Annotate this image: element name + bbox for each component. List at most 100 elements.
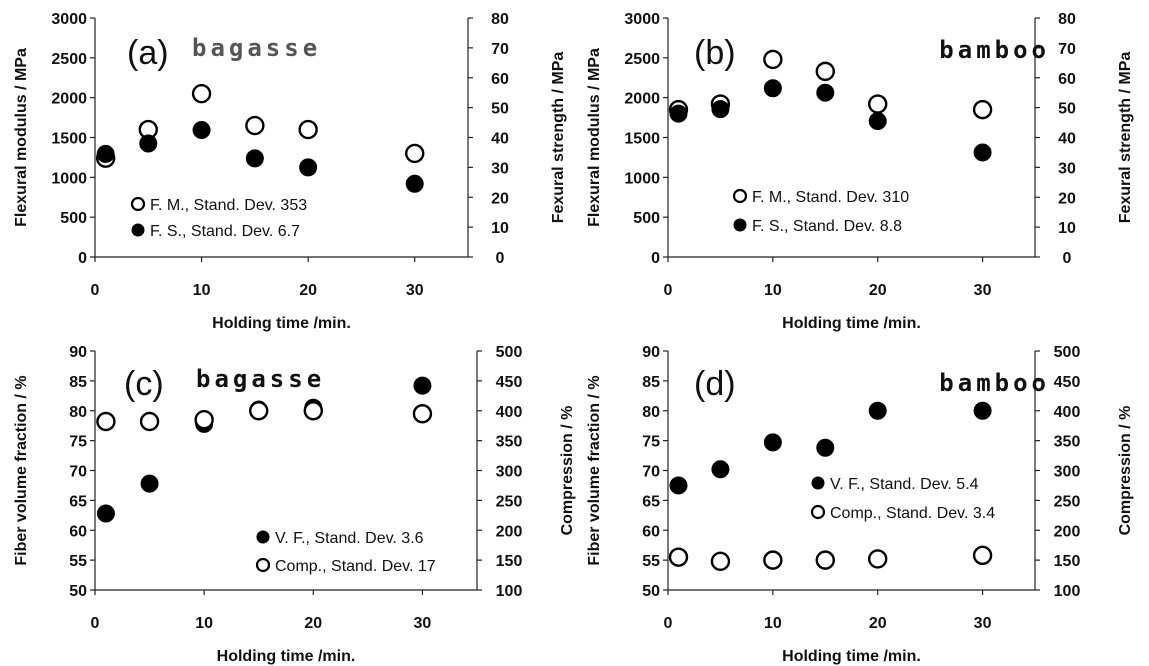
x-axis-label: Holding time /min. — [212, 315, 351, 332]
chart-panel-4: 0 10 20 30 50 55 60 65 70 75 80 85 90 100 150 200 250 300… — [586, 344, 1134, 665]
legend-marker-filled — [811, 476, 825, 490]
y-axis-label-right: Fexural strength / MPa — [1117, 52, 1134, 224]
material-label: bagasse — [192, 34, 321, 62]
data-point-open — [815, 550, 835, 570]
x-axis-label: Holding time /min. — [782, 315, 921, 332]
x-axis-label: Holding time /min. — [217, 648, 356, 665]
y-tick-label-right: 10 — [1058, 220, 1076, 237]
data-point-open — [139, 411, 160, 432]
x-tick-label: 0 — [91, 615, 100, 632]
data-point-open — [191, 83, 212, 104]
x-tick-label: 30 — [406, 282, 424, 299]
legend-marker-open — [810, 504, 826, 520]
y-tick-label-right: 200 — [496, 523, 523, 540]
y-tick-label-left: 75 — [642, 434, 660, 451]
y-tick-label-right: 300 — [496, 464, 523, 481]
legend-marker-open — [130, 196, 146, 212]
chart-panel-1: 0 10 20 30 0 500 1000 1500 2000 2500 3000 0 10 20 30 40… — [13, 11, 567, 332]
data-point-filled — [669, 104, 688, 123]
y-tick-label-right: 500 — [1054, 344, 1081, 361]
data-point-open — [668, 547, 689, 567]
y-tick-label-right: 60 — [1058, 71, 1076, 88]
y-tick-label-right: 450 — [496, 374, 523, 391]
y-tick-label-left: 60 — [642, 523, 660, 540]
data-point-open — [972, 545, 993, 566]
material-label: bamboo — [939, 36, 1050, 64]
y-tick-label-left: 2000 — [51, 91, 87, 108]
data-point-filled — [140, 474, 159, 493]
legend-marker-filled — [733, 218, 747, 232]
x-tick-label: 30 — [414, 615, 432, 632]
y-tick-label-right: 350 — [496, 434, 523, 451]
data-point-filled — [405, 174, 424, 193]
data-point-open — [249, 401, 269, 421]
y-tick-label-right: 10 — [491, 220, 509, 237]
data-point-open — [868, 549, 888, 569]
data-point-open — [245, 115, 265, 136]
data-point-open — [763, 550, 783, 570]
data-point-open — [815, 61, 835, 82]
data-point-filled — [96, 144, 115, 163]
data-point-open — [405, 143, 425, 164]
y-tick-label-right: 500 — [496, 344, 523, 361]
x-tick-label: 20 — [304, 615, 322, 632]
y-tick-label-left: 0 — [651, 250, 660, 267]
y-tick-label-left: 50 — [69, 583, 87, 600]
y-tick-label-right: 150 — [1054, 553, 1081, 570]
x-tick-label: 20 — [869, 615, 887, 632]
y-tick-label-left: 65 — [69, 493, 87, 510]
data-point-filled — [96, 504, 115, 523]
data-point-open — [972, 99, 993, 120]
y-axis-label-left: Fiber volume fraction / % — [13, 375, 30, 565]
chart-panel-2: 0 10 20 30 0 500 1000 1500 2000 2500 3000 0 10 20 30 40… — [586, 11, 1134, 332]
data-point-open — [303, 401, 323, 421]
y-tick-label-left: 90 — [69, 344, 87, 361]
y-tick-label-left: 60 — [69, 523, 87, 540]
y-axis-label-left: Fiber volume fraction / % — [586, 375, 603, 565]
y-tick-label-left: 50 — [642, 583, 660, 600]
y-tick-label-left: 85 — [69, 374, 87, 391]
data-point-open — [868, 94, 888, 114]
data-point-filled — [413, 376, 432, 395]
legend-entry: F. M., Stand. Dev. 353 — [150, 197, 307, 214]
y-tick-label-right: 70 — [1058, 41, 1076, 58]
y-tick-label-left: 1000 — [51, 170, 87, 187]
y-tick-label-left: 3000 — [624, 11, 660, 28]
y-tick-label-left: 1000 — [624, 170, 660, 187]
y-tick-label-left: 1500 — [624, 131, 660, 148]
y-tick-label-left: 55 — [69, 553, 87, 570]
y-tick-label-right: 50 — [491, 101, 509, 118]
panel-label: (d) — [694, 365, 736, 403]
x-tick-label: 10 — [764, 615, 782, 632]
data-point-filled — [973, 143, 992, 162]
data-point-filled — [763, 79, 782, 98]
y-tick-label-left: 75 — [69, 434, 87, 451]
y-axis-label-left: Flexural modulus / MPa — [586, 48, 603, 227]
y-tick-label-right: 400 — [1054, 404, 1081, 421]
data-point-open — [763, 49, 783, 70]
x-tick-label: 0 — [91, 282, 100, 299]
x-tick-label: 10 — [764, 282, 782, 299]
data-point-filled — [816, 83, 835, 102]
y-tick-label-right: 100 — [1054, 583, 1081, 600]
y-tick-label-left: 55 — [642, 553, 660, 570]
y-tick-label-right: 100 — [496, 583, 523, 600]
panel-label: (b) — [694, 34, 736, 72]
legend-entry: Comp., Stand. Dev. 17 — [275, 558, 436, 575]
y-tick-label-right: 0 — [1063, 250, 1072, 267]
y-tick-label-left: 0 — [78, 250, 87, 267]
x-tick-label: 0 — [664, 615, 673, 632]
x-tick-label: 10 — [195, 615, 213, 632]
legend-entry: V. F., Stand. Dev. 3.6 — [275, 530, 424, 547]
y-tick-label-right: 20 — [491, 190, 509, 207]
data-point-filled — [868, 112, 887, 131]
y-tick-label-right: 450 — [1054, 374, 1081, 391]
y-axis-label-left: Flexural modulus / MPa — [13, 48, 30, 227]
x-tick-label: 20 — [869, 282, 887, 299]
data-point-open — [412, 404, 433, 424]
data-point-filled — [711, 460, 730, 479]
data-point-filled — [669, 476, 688, 495]
data-point-filled — [192, 121, 211, 140]
y-tick-label-left: 3000 — [51, 11, 87, 28]
